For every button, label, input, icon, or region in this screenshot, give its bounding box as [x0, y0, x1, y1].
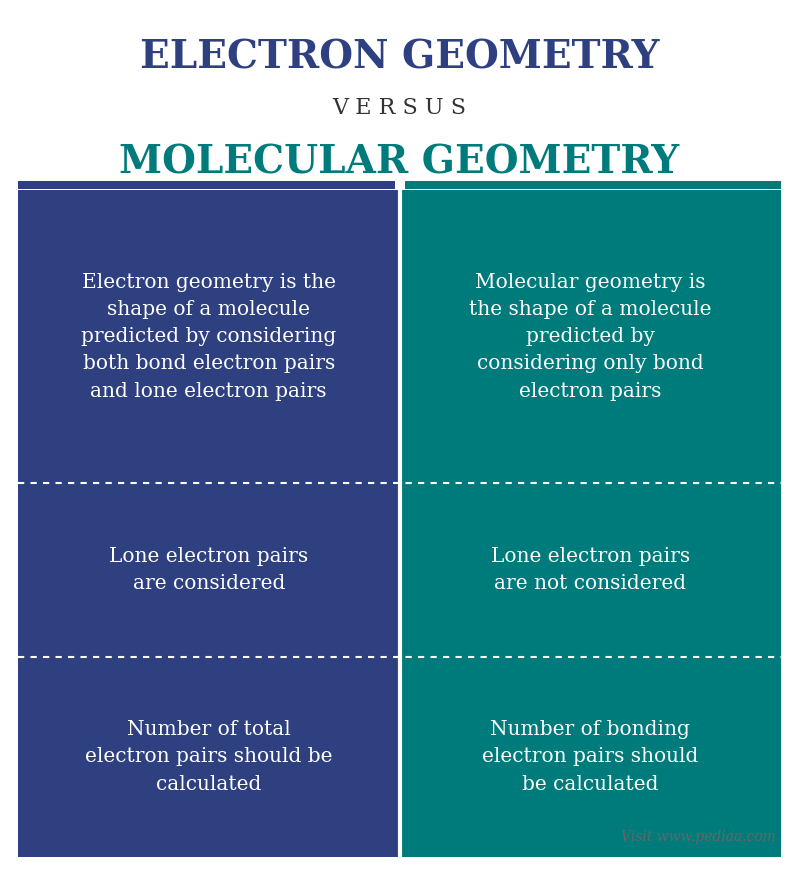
FancyBboxPatch shape: [400, 657, 781, 857]
Text: Lone electron pairs
are considered: Lone electron pairs are considered: [109, 547, 308, 594]
Text: MOLECULAR GEOMETRY: MOLECULAR GEOMETRY: [119, 144, 680, 182]
FancyBboxPatch shape: [18, 190, 400, 483]
FancyBboxPatch shape: [18, 657, 400, 857]
FancyBboxPatch shape: [400, 190, 781, 483]
Text: Lone electron pairs
are not considered: Lone electron pairs are not considered: [491, 547, 690, 594]
Text: Electron geometry is the
shape of a molecule
predicted by considering
both bond : Electron geometry is the shape of a mole…: [81, 273, 336, 401]
Text: ELECTRON GEOMETRY: ELECTRON GEOMETRY: [140, 39, 659, 77]
Text: V E R S U S: V E R S U S: [332, 97, 467, 119]
Text: Number of bonding
electron pairs should
be calculated: Number of bonding electron pairs should …: [482, 720, 698, 793]
Text: Number of total
electron pairs should be
calculated: Number of total electron pairs should be…: [85, 720, 332, 793]
FancyBboxPatch shape: [18, 483, 400, 657]
Text: Visit www.pediaa.com: Visit www.pediaa.com: [621, 830, 776, 844]
FancyBboxPatch shape: [18, 181, 395, 189]
FancyBboxPatch shape: [404, 181, 781, 189]
FancyBboxPatch shape: [400, 483, 781, 657]
Text: Molecular geometry is
the shape of a molecule
predicted by
considering only bond: Molecular geometry is the shape of a mol…: [469, 273, 711, 401]
